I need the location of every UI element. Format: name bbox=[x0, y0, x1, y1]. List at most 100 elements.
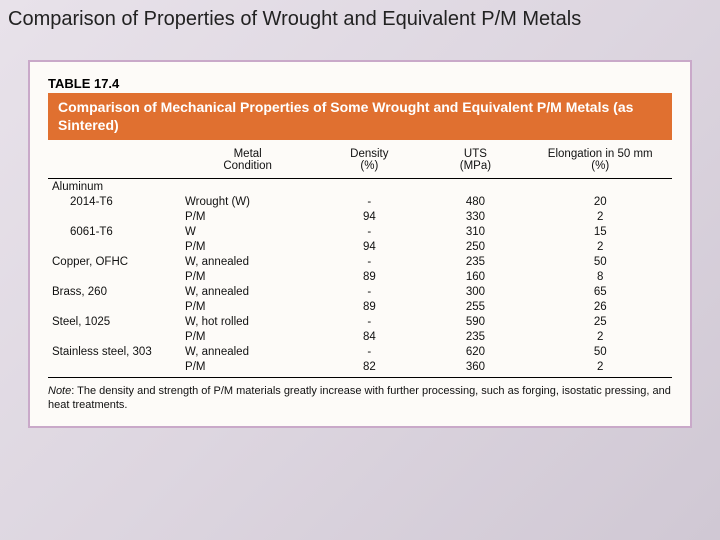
cell-condition: W, annealed bbox=[179, 254, 316, 269]
cell-density: 94 bbox=[316, 209, 422, 224]
note-text: : The density and strength of P/M materi… bbox=[48, 385, 671, 411]
cell-elongation: 2 bbox=[528, 209, 672, 224]
hdr-density-l2: (%) bbox=[320, 160, 418, 172]
cell-elongation: 2 bbox=[528, 359, 672, 377]
cell-uts: 255 bbox=[422, 299, 528, 314]
note-label: Note bbox=[48, 385, 71, 397]
cell-condition: P/M bbox=[179, 359, 316, 377]
hdr-elongation: Elongation in 50 mm (%) bbox=[528, 144, 672, 179]
cell-material: 6061-T6 bbox=[48, 224, 179, 239]
cell-density: - bbox=[316, 254, 422, 269]
cell-condition: Wrought (W) bbox=[179, 194, 316, 209]
table-row: P/M891608 bbox=[48, 269, 672, 284]
cell-uts: 235 bbox=[422, 254, 528, 269]
cell-condition: W, annealed bbox=[179, 284, 316, 299]
hdr-density: Density (%) bbox=[316, 144, 422, 179]
table-row: Stainless steel, 303W, annealed-62050 bbox=[48, 344, 672, 359]
cell-elongation: 65 bbox=[528, 284, 672, 299]
cell-material: Copper, OFHC bbox=[48, 254, 179, 269]
cell-material: 2014-T6 bbox=[48, 194, 179, 209]
hdr-material bbox=[48, 144, 179, 179]
cell-density: 89 bbox=[316, 299, 422, 314]
cell-elongation: 50 bbox=[528, 344, 672, 359]
table-row: P/M842352 bbox=[48, 329, 672, 344]
table-row: 2014-T6Wrought (W)-48020 bbox=[48, 194, 672, 209]
cell-material bbox=[48, 239, 179, 254]
cell-uts: 620 bbox=[422, 344, 528, 359]
cell-material bbox=[48, 299, 179, 314]
table-row: P/M8925526 bbox=[48, 299, 672, 314]
cell-elongation bbox=[528, 179, 672, 195]
cell-uts: 310 bbox=[422, 224, 528, 239]
cell-condition: P/M bbox=[179, 239, 316, 254]
cell-condition: P/M bbox=[179, 329, 316, 344]
slide-title: Comparison of Properties of Wrought and … bbox=[8, 8, 581, 31]
cell-density: - bbox=[316, 284, 422, 299]
cell-density: - bbox=[316, 194, 422, 209]
table-footnote: Note: The density and strength of P/M ma… bbox=[48, 378, 672, 413]
hdr-uts-l2: (MPa) bbox=[426, 160, 524, 172]
cell-density: 84 bbox=[316, 329, 422, 344]
cell-elongation: 8 bbox=[528, 269, 672, 284]
cell-density bbox=[316, 179, 422, 195]
properties-table: Metal Condition Density (%) UTS (MPa) El… bbox=[48, 144, 672, 378]
cell-material bbox=[48, 359, 179, 377]
cell-uts: 360 bbox=[422, 359, 528, 377]
cell-elongation: 2 bbox=[528, 329, 672, 344]
cell-density: 82 bbox=[316, 359, 422, 377]
hdr-condition: Metal Condition bbox=[179, 144, 316, 179]
cell-elongation: 2 bbox=[528, 239, 672, 254]
cell-condition: W, hot rolled bbox=[179, 314, 316, 329]
hdr-condition-l1: Metal bbox=[183, 148, 312, 160]
table-row: Brass, 260W, annealed-30065 bbox=[48, 284, 672, 299]
table-header-row: Metal Condition Density (%) UTS (MPa) El… bbox=[48, 144, 672, 179]
hdr-uts-l1: UTS bbox=[426, 148, 524, 160]
cell-density: - bbox=[316, 344, 422, 359]
cell-condition: W, annealed bbox=[179, 344, 316, 359]
hdr-elong-l2: (%) bbox=[532, 160, 668, 172]
table-body: Aluminum2014-T6Wrought (W)-48020P/M94330… bbox=[48, 179, 672, 378]
cell-density: - bbox=[316, 224, 422, 239]
cell-condition: P/M bbox=[179, 299, 316, 314]
cell-material bbox=[48, 269, 179, 284]
cell-uts: 250 bbox=[422, 239, 528, 254]
table-row: P/M823602 bbox=[48, 359, 672, 377]
cell-elongation: 15 bbox=[528, 224, 672, 239]
table-row: P/M942502 bbox=[48, 239, 672, 254]
table-row: Steel, 1025W, hot rolled-59025 bbox=[48, 314, 672, 329]
cell-condition bbox=[179, 179, 316, 195]
cell-elongation: 26 bbox=[528, 299, 672, 314]
cell-material: Aluminum bbox=[48, 179, 179, 195]
hdr-uts: UTS (MPa) bbox=[422, 144, 528, 179]
cell-uts bbox=[422, 179, 528, 195]
cell-uts: 480 bbox=[422, 194, 528, 209]
cell-material: Steel, 1025 bbox=[48, 314, 179, 329]
cell-uts: 160 bbox=[422, 269, 528, 284]
cell-elongation: 50 bbox=[528, 254, 672, 269]
table-row: 6061-T6W-31015 bbox=[48, 224, 672, 239]
cell-elongation: 25 bbox=[528, 314, 672, 329]
cell-density: 94 bbox=[316, 239, 422, 254]
cell-elongation: 20 bbox=[528, 194, 672, 209]
hdr-elong-l1: Elongation in 50 mm bbox=[532, 148, 668, 160]
cell-uts: 300 bbox=[422, 284, 528, 299]
cell-material: Stainless steel, 303 bbox=[48, 344, 179, 359]
cell-condition: P/M bbox=[179, 269, 316, 284]
table-row: Copper, OFHCW, annealed-23550 bbox=[48, 254, 672, 269]
cell-uts: 235 bbox=[422, 329, 528, 344]
cell-condition: W bbox=[179, 224, 316, 239]
cell-condition: P/M bbox=[179, 209, 316, 224]
cell-density: 89 bbox=[316, 269, 422, 284]
cell-material: Brass, 260 bbox=[48, 284, 179, 299]
table-card: TABLE 17.4 Comparison of Mechanical Prop… bbox=[28, 60, 692, 428]
cell-uts: 330 bbox=[422, 209, 528, 224]
cell-material bbox=[48, 209, 179, 224]
cell-material bbox=[48, 329, 179, 344]
table-row: P/M943302 bbox=[48, 209, 672, 224]
table-row: Aluminum bbox=[48, 179, 672, 195]
cell-uts: 590 bbox=[422, 314, 528, 329]
table-title-banner: Comparison of Mechanical Properties of S… bbox=[48, 93, 672, 140]
hdr-condition-l2: Condition bbox=[183, 160, 312, 172]
hdr-density-l1: Density bbox=[320, 148, 418, 160]
cell-density: - bbox=[316, 314, 422, 329]
